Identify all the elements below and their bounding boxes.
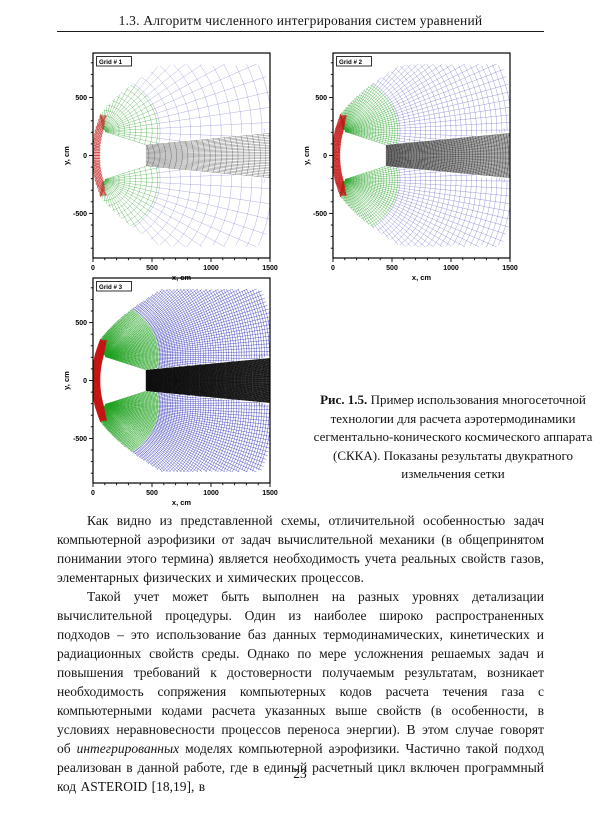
svg-text:1500: 1500 <box>262 265 278 272</box>
grid-title: Grid # 3 <box>99 284 123 291</box>
grid-title-box <box>336 56 372 67</box>
axis-ticks <box>89 287 271 487</box>
mesh-figure-svg: 0 500 1000 1500 -500 0 500 x, cm y, cm Grid # … <box>62 277 278 507</box>
grid-title-box <box>96 56 132 67</box>
svg-text:1500: 1500 <box>262 490 278 497</box>
grid-plot-2: 0 500 1000 1500 -500 0 500 x, cm y, cm Grid # … <box>297 49 519 283</box>
svg-text:0: 0 <box>323 153 327 160</box>
outer-flowfield-mesh <box>372 63 510 248</box>
outer-flowfield-mesh <box>132 288 270 473</box>
tick-labels: 0 500 1000 1500 -500 0 500 x, cm y, cm <box>302 95 518 282</box>
svg-text:0: 0 <box>91 265 95 272</box>
figure-caption-label: Рис. 1.5. <box>320 392 368 407</box>
grid-title: Grid # 2 <box>339 59 363 66</box>
svg-text:1000: 1000 <box>203 265 219 272</box>
tick-labels: 0 500 1000 1500 -500 0 500 x, cm y, cm <box>62 320 278 507</box>
svg-text:1500: 1500 <box>502 265 518 272</box>
svg-text:-500: -500 <box>73 436 87 443</box>
svg-text:-500: -500 <box>313 211 327 218</box>
wake-mesh <box>385 133 510 178</box>
y-axis-label: y, cm <box>62 371 71 390</box>
svg-text:-500: -500 <box>73 211 87 218</box>
grid-title-box <box>96 281 132 292</box>
figure-caption-text: Пример использования многосеточной техно… <box>313 392 593 481</box>
figure-caption: Рис. 1.5. Пример использования многосето… <box>310 391 596 484</box>
shock-layer-mesh <box>333 114 347 197</box>
grid-plot-3: 0 500 1000 1500 -500 0 500 x, cm y, cm Grid # … <box>57 274 279 508</box>
paragraph: Как видно из представленной схемы, отлич… <box>57 513 544 585</box>
mesh-figure-svg: 0 500 1000 1500 -500 0 500 x, cm y, cm Grid # … <box>302 52 518 282</box>
header-rule <box>57 31 544 32</box>
svg-text:1000: 1000 <box>443 265 459 272</box>
y-axis-label: y, cm <box>62 146 71 165</box>
axis-ticks <box>89 62 271 262</box>
body-text: Как видно из представленной схемы, отлич… <box>57 511 544 796</box>
svg-text:500: 500 <box>75 320 87 327</box>
page-number: 23 <box>293 766 307 781</box>
axis-ticks <box>329 62 511 262</box>
svg-text:500: 500 <box>386 265 398 272</box>
grid-plot-1: 0 500 1000 1500 -500 0 500 x, cm y, cm Grid # … <box>57 49 279 283</box>
svg-text:0: 0 <box>83 153 87 160</box>
wake-mesh <box>145 358 270 403</box>
x-axis-label: x, cm <box>412 273 432 282</box>
svg-text:0: 0 <box>83 378 87 385</box>
svg-text:1000: 1000 <box>203 490 219 497</box>
svg-text:500: 500 <box>146 490 158 497</box>
y-axis-label: y, cm <box>302 146 311 165</box>
section-header: 1.3. Алгоритм численного интегрирования … <box>118 13 483 28</box>
shock-layer-mesh <box>93 339 107 422</box>
grid-title: Grid # 1 <box>99 59 123 66</box>
x-axis-label: x, cm <box>172 498 192 507</box>
svg-text:500: 500 <box>146 265 158 272</box>
svg-text:0: 0 <box>331 265 335 272</box>
svg-text:500: 500 <box>315 95 327 102</box>
wake-mesh <box>145 133 270 178</box>
shock-layer-mesh <box>93 114 107 197</box>
svg-text:500: 500 <box>75 95 87 102</box>
svg-text:0: 0 <box>91 490 95 497</box>
paragraph: Такой учет может быть выполнен на разных… <box>57 589 544 794</box>
outer-flowfield-mesh <box>132 63 270 248</box>
